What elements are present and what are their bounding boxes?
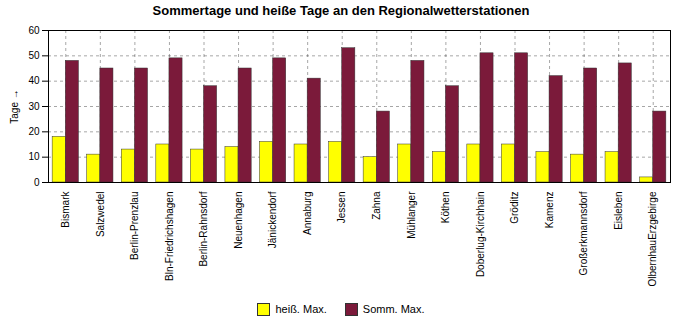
svg-text:Gröditz: Gröditz: [509, 192, 520, 224]
svg-text:Berlin-Prenzlau: Berlin-Prenzlau: [129, 192, 140, 260]
svg-text:Köthen: Köthen: [440, 192, 451, 224]
svg-text:Eisleben: Eisleben: [613, 192, 624, 230]
svg-text:40: 40: [28, 75, 40, 86]
svg-text:0: 0: [34, 177, 40, 188]
svg-text:30: 30: [28, 101, 40, 112]
svg-text:Zahna: Zahna: [371, 191, 382, 220]
svg-text:Jessen: Jessen: [336, 192, 347, 224]
svg-text:60: 60: [28, 25, 40, 36]
svg-text:10: 10: [28, 151, 40, 162]
svg-text:OlbernhauErzgebirge: OlbernhauErzgebirge: [647, 191, 658, 286]
html-text:heiß. Max.: heiß. Max.: [275, 303, 327, 315]
svg-text:Berlin-Rahnsdorf: Berlin-Rahnsdorf: [198, 191, 209, 266]
svg-text:Bismark: Bismark: [60, 191, 71, 228]
svg-text:Bln-Friedrichshagen: Bln-Friedrichshagen: [164, 192, 175, 282]
svg-text:Jänickendorf: Jänickendorf: [267, 191, 278, 248]
svg-text:Neuenhagen: Neuenhagen: [233, 192, 244, 249]
svg-text:Doberlug-Kirchhain: Doberlug-Kirchhain: [475, 192, 486, 278]
html-text:Somm. Max.: Somm. Max.: [362, 303, 425, 315]
svg-text:Tage →: Tage →: [9, 89, 20, 123]
svg-text:20: 20: [28, 126, 40, 137]
svg-text:Großerkmannsdorf: Großerkmannsdorf: [578, 191, 589, 275]
svg-text:Kamenz: Kamenz: [544, 192, 555, 229]
html-text:Sommertage und heiße Tage an d: Sommertage und heiße Tage an den Regiona…: [152, 3, 530, 18]
svg-text:Salzwedel: Salzwedel: [95, 192, 106, 238]
svg-text:Mühlanger: Mühlanger: [406, 191, 417, 239]
svg-text:50: 50: [28, 50, 40, 61]
svg-text:Annaburg: Annaburg: [302, 192, 313, 235]
